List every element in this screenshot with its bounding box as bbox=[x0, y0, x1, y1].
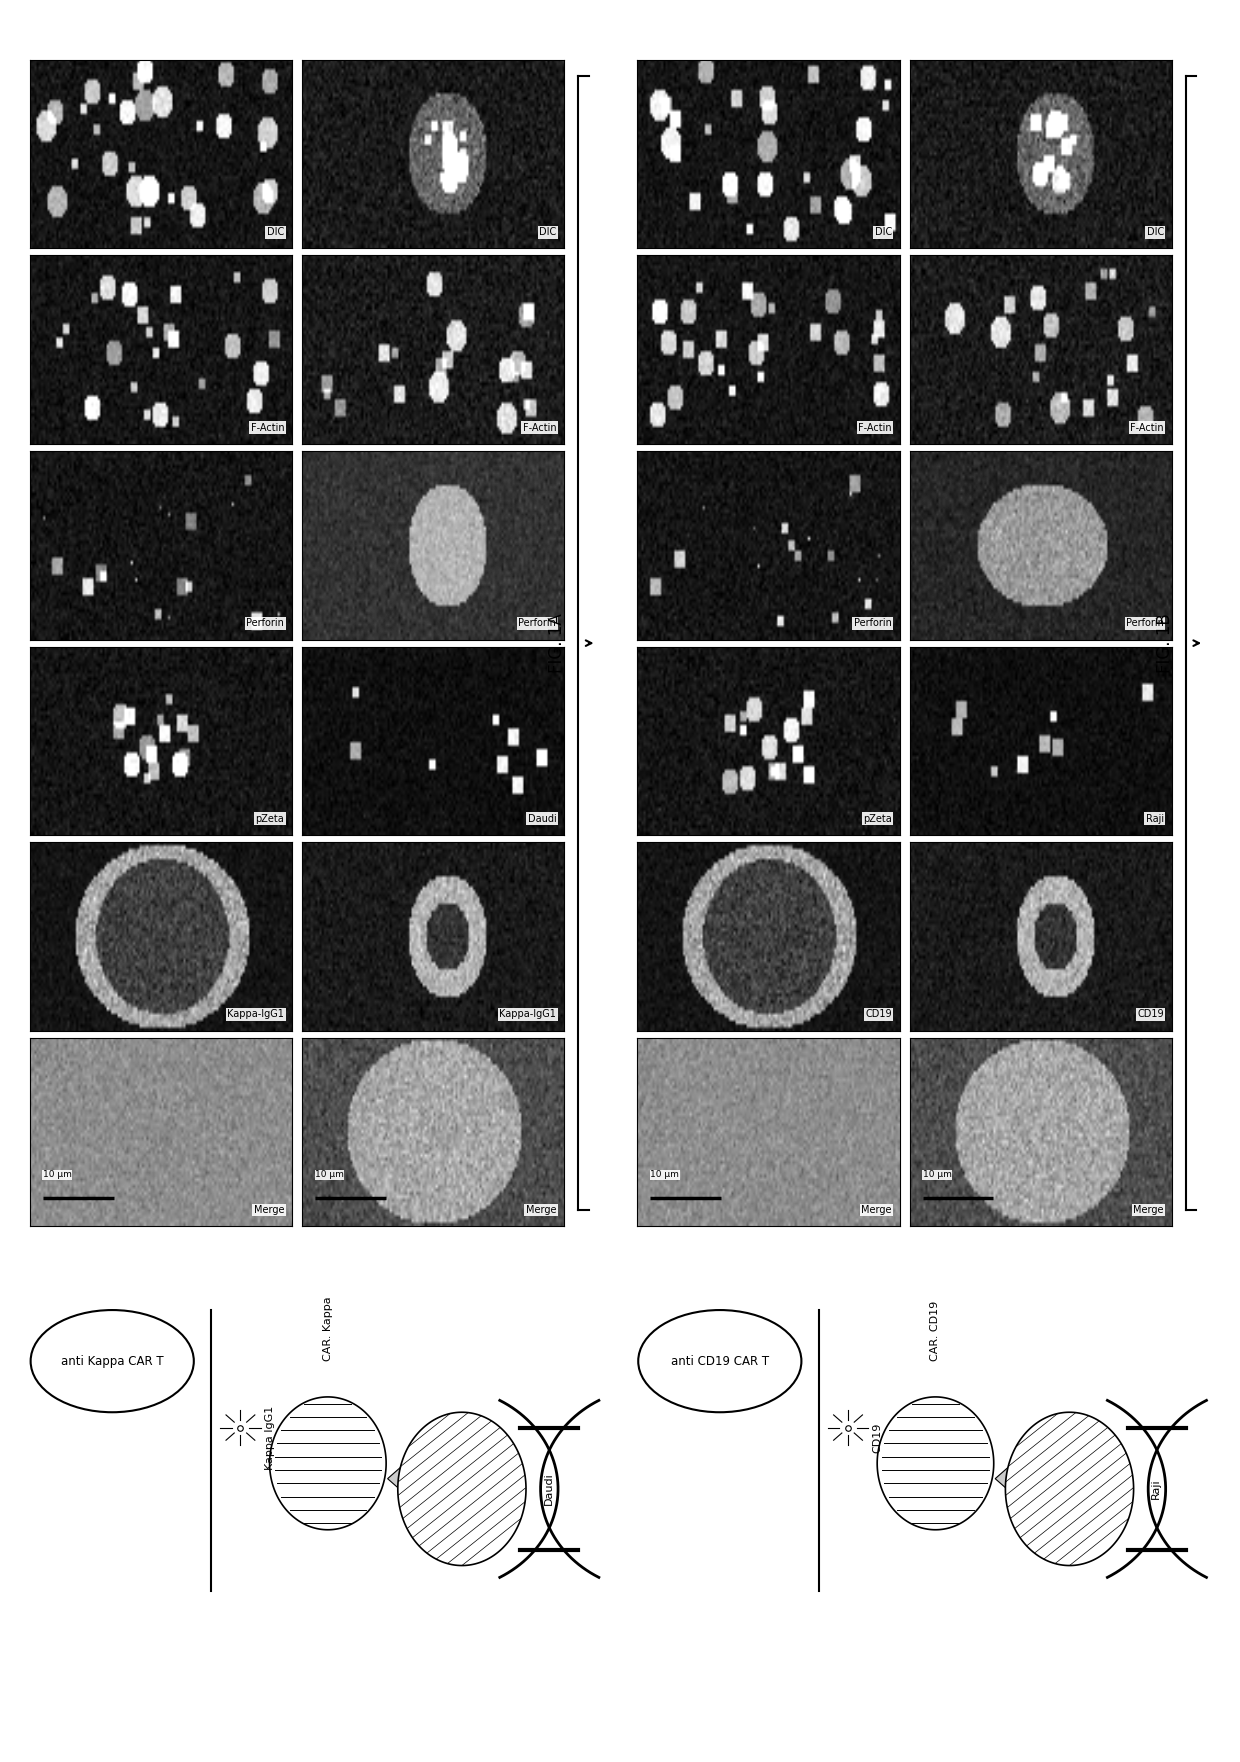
Polygon shape bbox=[1018, 1471, 1056, 1507]
Text: Perforin: Perforin bbox=[854, 618, 892, 629]
Polygon shape bbox=[398, 1413, 526, 1565]
Text: F-Actin: F-Actin bbox=[250, 423, 284, 433]
Text: Raji: Raji bbox=[1151, 1478, 1161, 1499]
Text: DIC: DIC bbox=[539, 227, 557, 238]
Text: Daudi: Daudi bbox=[527, 814, 557, 825]
Text: anti Kappa CAR T: anti Kappa CAR T bbox=[61, 1355, 164, 1367]
Text: Merge: Merge bbox=[1133, 1205, 1164, 1216]
Text: DIC: DIC bbox=[1147, 227, 1164, 238]
Text: F-Actin: F-Actin bbox=[523, 423, 557, 433]
Ellipse shape bbox=[31, 1309, 193, 1413]
Text: DIC: DIC bbox=[267, 227, 284, 238]
Polygon shape bbox=[269, 1397, 386, 1529]
Text: FIG. 1B: FIG. 1B bbox=[1156, 613, 1174, 673]
Text: FIG. 1A: FIG. 1A bbox=[548, 613, 567, 673]
Text: Perforin: Perforin bbox=[518, 618, 557, 629]
Text: pZeta: pZeta bbox=[863, 814, 892, 825]
Text: pZeta: pZeta bbox=[255, 814, 284, 825]
Text: F-Actin: F-Actin bbox=[858, 423, 892, 433]
Text: Kappa-IgG1: Kappa-IgG1 bbox=[227, 1010, 284, 1020]
Polygon shape bbox=[388, 1464, 419, 1492]
Text: 10 μm: 10 μm bbox=[43, 1170, 72, 1179]
Text: Kappa-IgG1: Kappa-IgG1 bbox=[500, 1010, 557, 1020]
Text: Raji: Raji bbox=[1146, 814, 1164, 825]
Text: Daudi: Daudi bbox=[543, 1473, 553, 1505]
Text: CAR. CD19: CAR. CD19 bbox=[930, 1300, 940, 1360]
Text: Merge: Merge bbox=[526, 1205, 557, 1216]
Polygon shape bbox=[877, 1397, 993, 1529]
Text: CD19: CD19 bbox=[1137, 1010, 1164, 1020]
Polygon shape bbox=[996, 1464, 1027, 1492]
Text: Perforin: Perforin bbox=[247, 618, 284, 629]
Text: Merge: Merge bbox=[254, 1205, 284, 1216]
Polygon shape bbox=[410, 1471, 449, 1507]
Text: anti CD19 CAR T: anti CD19 CAR T bbox=[671, 1355, 769, 1367]
Text: CD19: CD19 bbox=[866, 1010, 892, 1020]
Text: F-Actin: F-Actin bbox=[1131, 423, 1164, 433]
Text: Merge: Merge bbox=[862, 1205, 892, 1216]
Text: 10 μm: 10 μm bbox=[923, 1170, 951, 1179]
Polygon shape bbox=[1006, 1413, 1133, 1565]
Ellipse shape bbox=[639, 1309, 801, 1413]
Text: 10 μm: 10 μm bbox=[315, 1170, 343, 1179]
Text: 10 μm: 10 μm bbox=[651, 1170, 680, 1179]
Text: CAR. Kappa: CAR. Kappa bbox=[322, 1297, 332, 1360]
Text: DIC: DIC bbox=[874, 227, 892, 238]
Text: Perforin: Perforin bbox=[1126, 618, 1164, 629]
Text: CD19: CD19 bbox=[872, 1422, 882, 1454]
Text: Kappa IgG1: Kappa IgG1 bbox=[264, 1406, 274, 1470]
